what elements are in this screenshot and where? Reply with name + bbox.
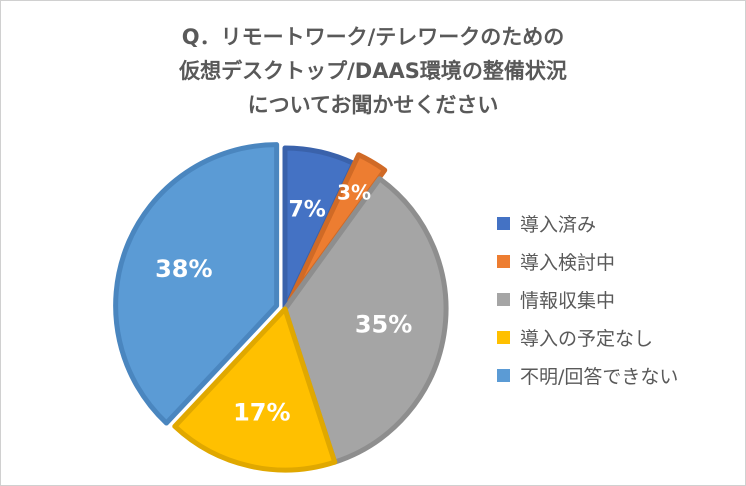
chart-title-line-2: 仮想デスクトップ/DAAS環境の整備状況 [179,59,567,83]
chart-title-line-3: についてお聞かせください [247,93,499,117]
legend-swatch-4 [497,368,510,382]
pie-slice-4 [113,142,280,426]
legend-item-3: 導入の予定なし [497,318,678,356]
legend: 導入済み 導入検討中 情報収集中 導入の予定なし 不明/回答できない [497,204,678,394]
legend-swatch-3 [497,330,510,344]
legend-label-1: 導入検討中 [520,251,616,274]
legend-swatch-1 [497,254,510,268]
legend-label-4: 不明/回答できない [520,365,679,388]
legend-item-4: 不明/回答できない [497,356,678,394]
legend-item-2: 情報収集中 [497,280,678,318]
legend-label-0: 導入済み [520,213,597,236]
data-label-0: 7% [288,198,325,223]
pie-slice-1 [287,152,388,303]
legend-item-1: 導入検討中 [497,242,678,280]
pie-slice-2 [282,176,449,465]
legend-swatch-0 [497,216,510,230]
data-label-4: 38% [155,255,212,283]
pie-data-labels: 7% 3% 35% 17% 38% [155,180,412,426]
legend-swatch-2 [497,292,510,306]
data-label-1: 3% [337,180,371,204]
pie-slices [113,142,449,473]
data-label-3: 17% [233,399,290,427]
data-label-2: 35% [355,311,412,339]
chart-title-line-1: Q．リモートワーク/テレワークのための [181,25,565,49]
legend-label-2: 情報収集中 [520,289,616,312]
chart-title: Q．リモートワーク/テレワークのための 仮想デスクトップ/DAAS環境の整備状況… [0,20,746,122]
legend-item-0: 導入済み [497,204,678,242]
pie-slice-3 [172,306,338,473]
legend-label-3: 導入の予定なし [520,327,654,350]
